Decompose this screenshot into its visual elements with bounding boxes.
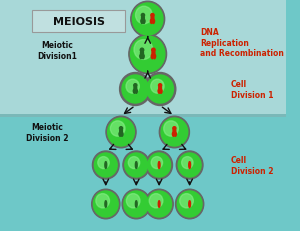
Circle shape xyxy=(152,49,155,52)
Circle shape xyxy=(134,40,153,60)
Ellipse shape xyxy=(175,133,176,137)
Ellipse shape xyxy=(134,87,137,91)
Ellipse shape xyxy=(158,162,160,169)
Circle shape xyxy=(126,80,139,94)
Ellipse shape xyxy=(173,129,176,134)
Circle shape xyxy=(173,127,176,130)
Circle shape xyxy=(106,117,136,148)
Circle shape xyxy=(145,189,173,219)
Circle shape xyxy=(148,153,171,177)
Ellipse shape xyxy=(158,201,160,207)
Circle shape xyxy=(110,121,125,137)
Circle shape xyxy=(96,194,110,208)
Circle shape xyxy=(92,151,119,179)
Circle shape xyxy=(147,191,172,217)
Text: Cell
Division 2: Cell Division 2 xyxy=(231,156,273,175)
Circle shape xyxy=(151,14,154,18)
Circle shape xyxy=(151,157,163,169)
Circle shape xyxy=(182,157,193,169)
Circle shape xyxy=(146,151,172,179)
Circle shape xyxy=(129,35,166,74)
Circle shape xyxy=(159,117,189,148)
Ellipse shape xyxy=(152,52,155,56)
Circle shape xyxy=(176,151,203,179)
Circle shape xyxy=(161,119,188,146)
Text: DNA
Replication
and Recombination: DNA Replication and Recombination xyxy=(200,28,284,58)
Circle shape xyxy=(122,76,149,103)
Text: Meiotic
Division 2: Meiotic Division 2 xyxy=(26,123,69,142)
Ellipse shape xyxy=(120,129,122,134)
Ellipse shape xyxy=(135,201,137,207)
Circle shape xyxy=(164,121,178,137)
Text: Meiotic
Division1: Meiotic Division1 xyxy=(37,41,77,61)
Circle shape xyxy=(124,191,149,217)
Circle shape xyxy=(119,127,123,130)
Ellipse shape xyxy=(153,21,154,24)
Circle shape xyxy=(123,151,150,179)
Ellipse shape xyxy=(133,90,135,94)
Circle shape xyxy=(134,84,137,88)
FancyBboxPatch shape xyxy=(32,11,125,33)
Ellipse shape xyxy=(105,162,107,169)
Circle shape xyxy=(147,76,173,103)
Ellipse shape xyxy=(151,55,153,59)
Circle shape xyxy=(136,7,152,25)
Ellipse shape xyxy=(189,201,190,207)
Ellipse shape xyxy=(154,55,156,59)
Circle shape xyxy=(125,153,148,177)
Ellipse shape xyxy=(150,21,152,24)
Circle shape xyxy=(180,194,193,208)
Circle shape xyxy=(98,157,109,169)
Ellipse shape xyxy=(158,90,160,94)
Circle shape xyxy=(120,73,151,106)
Ellipse shape xyxy=(142,55,144,59)
Circle shape xyxy=(128,157,140,169)
FancyBboxPatch shape xyxy=(0,115,286,118)
Circle shape xyxy=(94,153,117,177)
Ellipse shape xyxy=(151,17,154,21)
Circle shape xyxy=(93,191,118,217)
Ellipse shape xyxy=(119,133,121,137)
Text: MEIOSIS: MEIOSIS xyxy=(52,17,105,27)
Circle shape xyxy=(141,14,145,18)
Circle shape xyxy=(144,73,176,106)
Ellipse shape xyxy=(172,133,174,137)
Circle shape xyxy=(177,191,202,217)
FancyBboxPatch shape xyxy=(0,0,286,116)
Ellipse shape xyxy=(189,162,190,169)
Ellipse shape xyxy=(136,90,137,94)
Circle shape xyxy=(108,119,134,146)
Circle shape xyxy=(178,153,201,177)
Circle shape xyxy=(158,84,162,88)
Ellipse shape xyxy=(160,90,162,94)
Circle shape xyxy=(133,4,163,36)
Text: Cell
Division 1: Cell Division 1 xyxy=(231,80,273,99)
Ellipse shape xyxy=(159,87,161,91)
Ellipse shape xyxy=(141,21,142,24)
Circle shape xyxy=(92,189,120,219)
Ellipse shape xyxy=(143,21,145,24)
Ellipse shape xyxy=(122,133,123,137)
Circle shape xyxy=(131,2,165,38)
Ellipse shape xyxy=(105,201,106,207)
Circle shape xyxy=(149,194,163,208)
Circle shape xyxy=(140,49,144,52)
Circle shape xyxy=(130,37,165,73)
Ellipse shape xyxy=(140,52,143,56)
Ellipse shape xyxy=(140,55,142,59)
Circle shape xyxy=(176,189,204,219)
Circle shape xyxy=(126,194,140,208)
Ellipse shape xyxy=(135,162,137,169)
Circle shape xyxy=(151,80,164,94)
Ellipse shape xyxy=(142,17,144,21)
Circle shape xyxy=(122,189,150,219)
